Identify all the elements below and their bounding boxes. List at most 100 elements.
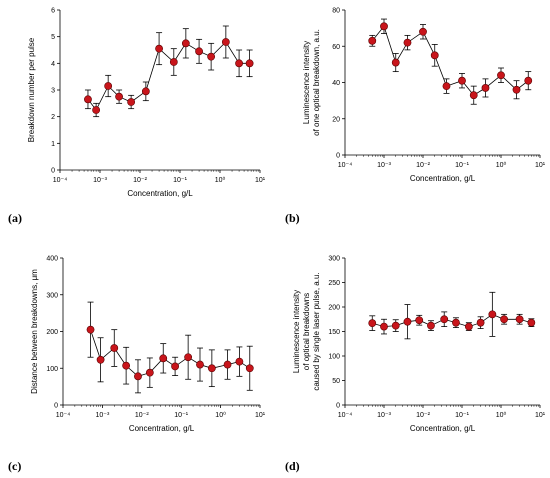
y-axis-label: Breakdown number per pulse: [27, 37, 36, 142]
data-point: [110, 344, 119, 352]
data-point: [92, 106, 101, 114]
data-point: [403, 317, 412, 326]
data-point: [155, 44, 163, 53]
y-tick-label: 250: [328, 280, 340, 287]
data-point: [512, 85, 521, 94]
data-point: [245, 364, 254, 373]
data-point: [235, 59, 243, 68]
y-tick-label: 0: [51, 168, 55, 175]
data-point: [368, 319, 377, 328]
x-tick-label: 10¹: [255, 177, 266, 184]
y-tick-label: 60: [332, 44, 340, 51]
data-point: [500, 315, 508, 324]
x-tick-label: 10⁻¹: [173, 177, 187, 184]
y-tick-label: 40: [332, 80, 340, 87]
y-tick-label: 1: [51, 141, 55, 148]
data-point: [415, 316, 424, 325]
panel-label: (d): [285, 459, 300, 473]
x-tick-label: 10⁻²: [416, 412, 430, 419]
x-axis-label: Concentration, g/L: [410, 174, 476, 183]
data-point: [442, 82, 451, 91]
data-point: [419, 27, 427, 36]
y-axis-label: caused by single laser pulse, a.u.: [312, 272, 321, 390]
data-point: [427, 321, 435, 330]
data-point: [181, 39, 190, 48]
y-tick-label: 0: [336, 153, 340, 160]
y-tick-label: 300: [328, 256, 340, 263]
y-tick-label: 200: [46, 329, 58, 336]
data-point: [184, 353, 193, 362]
x-tick-label: 10⁻⁴: [338, 412, 353, 419]
x-tick-label: 10⁻⁴: [56, 412, 71, 419]
data-point: [171, 362, 179, 371]
chart-panel-1: 0 1 2 3 4 5 6 10⁻⁴ 10⁻³ 10⁻² 10⁻¹ 10⁰ 10¹ Concentrati…: [8, 8, 266, 226]
data-point: [235, 357, 244, 366]
y-tick-label: 0: [336, 403, 340, 410]
x-tick-label: 10⁰: [496, 411, 507, 419]
panel-label: (a): [8, 211, 22, 225]
x-tick-label: 10⁻⁴: [53, 177, 68, 184]
x-axis-label: Concentration, g/L: [127, 189, 193, 198]
x-tick-label: 10⁻³: [95, 412, 109, 419]
data-point: [440, 315, 449, 324]
y-tick-label: 150: [328, 329, 340, 336]
y-tick-label: 200: [328, 305, 340, 312]
y-tick-label: 2: [51, 114, 55, 121]
y-tick-label: 80: [332, 8, 340, 15]
data-point: [469, 91, 478, 100]
x-axis-label: Concentration, g/L: [129, 424, 195, 433]
chart-panel-3: 0 100 200 300 400 10⁻⁴ 10⁻³ 10⁻² 10⁻¹ 10⁰ 10¹ Conce…: [8, 256, 266, 474]
y-tick-label: 5: [51, 34, 55, 41]
x-tick-label: 10⁻²: [135, 412, 149, 419]
x-tick-label: 10⁰: [215, 176, 226, 184]
data-point: [86, 325, 95, 334]
data-point: [207, 52, 216, 61]
data-point: [391, 321, 400, 330]
y-tick-label: 20: [332, 116, 340, 123]
y-tick-label: 4: [51, 61, 55, 68]
y-tick-label: 100: [328, 354, 340, 361]
data-point: [380, 22, 388, 31]
data-point: [403, 38, 412, 47]
data-point: [84, 95, 92, 104]
data-point: [524, 76, 533, 85]
data-point: [515, 315, 524, 324]
y-axis-label: Distance between breakdowns, μm: [30, 269, 39, 394]
data-point: [127, 98, 136, 106]
x-tick-label: 10¹: [255, 412, 266, 419]
data-point: [145, 368, 154, 377]
x-tick-label: 10⁻¹: [174, 412, 188, 419]
data-point: [488, 310, 497, 319]
x-tick-label: 10⁰: [215, 411, 226, 419]
data-point: [207, 364, 216, 373]
x-tick-label: 10¹: [535, 162, 546, 169]
y-axis-label: of optical breakdowns: [302, 293, 311, 370]
x-tick-label: 10¹: [535, 412, 546, 419]
data-point: [391, 58, 400, 67]
data-point: [104, 82, 113, 90]
data-point: [169, 58, 178, 66]
panel-label: (b): [285, 211, 300, 225]
y-tick-label: 400: [46, 256, 58, 263]
chart-panel-2: 0 20 40 60 80 10⁻⁴ 10⁻³ 10⁻² 10⁻¹ 10⁰ 10¹ Concentra…: [285, 8, 546, 226]
y-axis-label: of one optical breakdown, a.u.: [312, 29, 321, 136]
data-point: [430, 51, 439, 60]
data-point: [380, 322, 388, 331]
x-tick-label: 10⁻¹: [455, 162, 469, 169]
panel-label: (c): [8, 459, 21, 473]
data-point: [476, 318, 485, 327]
data-point: [221, 38, 230, 46]
data-point: [481, 84, 490, 92]
x-tick-label: 10⁻⁴: [338, 162, 353, 169]
y-axis-label: Luminescence intensity: [292, 290, 301, 373]
data-point: [452, 318, 460, 327]
x-tick-label: 10⁻¹: [455, 412, 469, 419]
y-tick-label: 0: [54, 403, 58, 410]
x-tick-label: 10⁻²: [416, 162, 430, 169]
data-point: [245, 59, 254, 68]
x-tick-label: 10⁻²: [133, 177, 147, 184]
y-tick-label: 100: [46, 366, 58, 373]
data-point: [464, 322, 473, 331]
data-point: [497, 71, 505, 80]
